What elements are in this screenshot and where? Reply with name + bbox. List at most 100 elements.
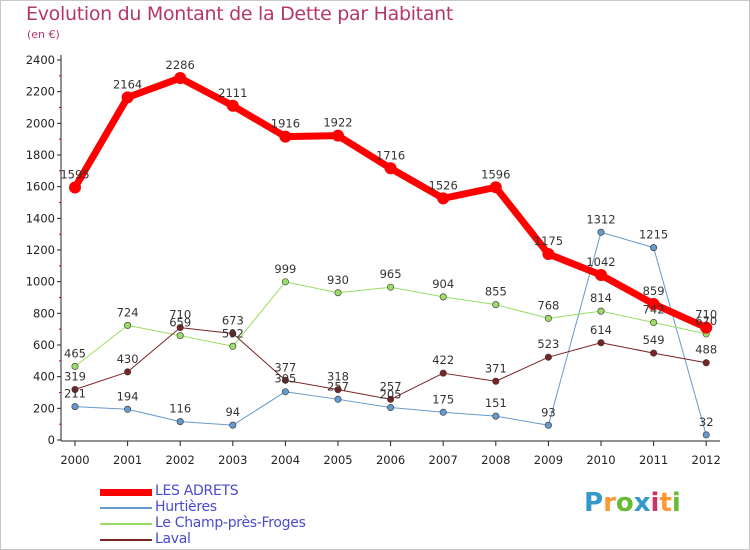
data-label: 710 <box>169 308 191 322</box>
data-label: 32 <box>699 415 714 429</box>
data-label: 488 <box>695 343 717 357</box>
data-label: 549 <box>643 333 665 347</box>
data-point <box>489 181 502 194</box>
y-tick-label: 600 <box>33 338 55 352</box>
data-label: 673 <box>222 313 244 327</box>
data-label: 930 <box>327 273 349 287</box>
logo-letter: r <box>603 488 616 518</box>
data-label: 904 <box>432 277 454 291</box>
data-label: 999 <box>274 262 296 276</box>
data-point <box>492 377 500 385</box>
data-point <box>492 301 500 309</box>
data-point <box>226 99 239 112</box>
data-label: 319 <box>64 369 86 383</box>
chart-title: Evolution du Montant de la Dette par Hab… <box>26 3 454 25</box>
data-label: 422 <box>432 353 454 367</box>
data-point <box>176 332 184 340</box>
logo-letter: P <box>584 488 604 518</box>
data-point <box>387 283 395 291</box>
proxiti-logo: Proxiti <box>584 488 681 518</box>
data-point <box>702 359 710 367</box>
data-label: 257 <box>327 379 349 393</box>
data-point <box>650 244 658 252</box>
data-label: 1042 <box>586 255 615 269</box>
data-label: 194 <box>117 389 139 403</box>
data-label: 377 <box>274 360 296 374</box>
chart-subtitle: (en €) <box>27 28 60 41</box>
data-label: 371 <box>485 361 507 375</box>
data-label: 2286 <box>166 58 195 72</box>
data-point <box>439 408 447 416</box>
data-point <box>71 403 79 411</box>
x-tick-label: 2003 <box>218 453 247 467</box>
data-label: 965 <box>380 267 402 281</box>
x-tick-label: 2009 <box>534 453 563 467</box>
y-tick-label: 400 <box>33 370 55 384</box>
data-label: 1916 <box>271 117 300 131</box>
data-point <box>544 421 552 429</box>
x-tick-label: 2008 <box>481 453 510 467</box>
data-label: 855 <box>485 285 507 299</box>
data-point <box>597 228 605 236</box>
data-point <box>279 130 292 143</box>
data-point <box>597 339 605 347</box>
line-chart: 0 200 400 600 800 1000 1200 1400 1600 1800 2000 220… <box>26 53 721 467</box>
x-tick-label: 2012 <box>692 453 721 467</box>
legend-swatch <box>100 507 152 509</box>
data-point <box>384 162 397 175</box>
data-point <box>650 319 658 327</box>
data-label: 205 <box>380 388 402 402</box>
data-label: 116 <box>169 402 191 416</box>
legend-label: Le Champ-près-Froges <box>155 515 306 531</box>
data-label: 94 <box>225 405 240 419</box>
data-label: 859 <box>643 284 665 298</box>
data-point <box>281 388 289 396</box>
data-point <box>124 321 132 329</box>
data-point <box>124 368 132 376</box>
x-tick-label: 2010 <box>586 453 615 467</box>
data-label: 1526 <box>429 178 458 192</box>
data-point <box>229 421 237 429</box>
y-tick-label: 2200 <box>26 85 55 99</box>
data-label: 1922 <box>323 116 352 130</box>
data-point <box>439 293 447 301</box>
data-point <box>174 72 187 85</box>
y-tick-label: 1800 <box>26 148 55 162</box>
x-tick-label: 2001 <box>113 453 142 467</box>
data-label: 305 <box>274 372 296 386</box>
data-point <box>387 404 395 412</box>
data-label: 211 <box>64 387 86 401</box>
data-label: 465 <box>64 346 86 360</box>
legend-swatch <box>100 539 152 541</box>
data-label: 175 <box>432 392 454 406</box>
data-point <box>595 269 607 282</box>
legend-swatch <box>100 523 152 525</box>
logo-letter: x <box>633 488 651 518</box>
legend-label: LES ADRETS <box>155 483 239 499</box>
x-tick-label: 2006 <box>376 453 405 467</box>
data-point <box>702 431 710 439</box>
data-label: 1596 <box>481 167 510 181</box>
data-label: 318 <box>327 370 349 384</box>
data-point <box>71 385 79 393</box>
data-label: 257 <box>380 379 402 393</box>
data-point <box>176 324 184 332</box>
data-label: 1716 <box>376 148 405 162</box>
logo-letter: i <box>671 488 681 518</box>
data-label: 93 <box>541 405 556 419</box>
data-label: 523 <box>537 337 559 351</box>
data-point <box>700 321 713 334</box>
data-point <box>597 307 605 315</box>
data-point <box>121 91 134 104</box>
x-tick-label: 2007 <box>429 453 458 467</box>
data-point <box>647 297 660 310</box>
data-point <box>71 362 79 370</box>
legend-label: Hurtières <box>155 499 217 515</box>
logo-letter: t <box>659 488 672 518</box>
data-label: 710 <box>695 308 717 322</box>
data-label: 2164 <box>113 77 142 91</box>
data-label: 430 <box>117 352 139 366</box>
data-label: 659 <box>169 316 191 330</box>
data-point <box>544 353 552 361</box>
y-tick-label: 1400 <box>26 211 55 225</box>
